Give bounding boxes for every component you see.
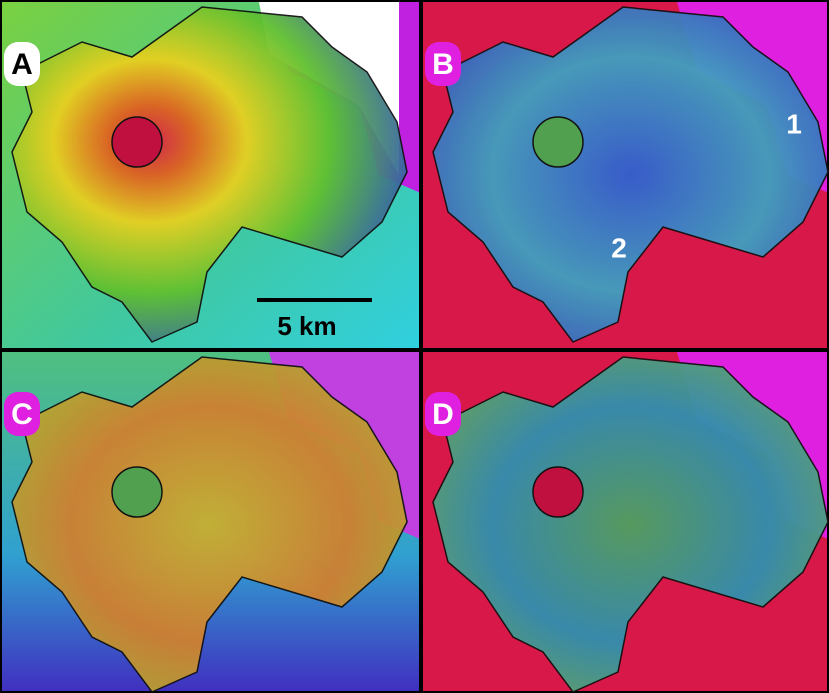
scale-bar-label: 5 km <box>277 311 336 341</box>
panel-label: D <box>432 398 454 431</box>
summit-crater <box>533 117 583 167</box>
figure: A 5 km B 1 2 C D <box>0 0 829 693</box>
summit-crater <box>112 467 162 517</box>
panel: C <box>2 352 419 692</box>
panel-label: A <box>11 48 33 81</box>
panel-label: B <box>432 48 454 81</box>
panel-label: C <box>11 398 33 431</box>
panel: D <box>423 352 828 692</box>
panel: A 5 km <box>2 2 419 348</box>
summit-crater <box>533 467 583 517</box>
annotation: 2 <box>611 232 627 263</box>
annotation: 1 <box>786 108 802 139</box>
panel: B 1 2 <box>423 2 828 348</box>
summit-crater <box>112 117 162 167</box>
